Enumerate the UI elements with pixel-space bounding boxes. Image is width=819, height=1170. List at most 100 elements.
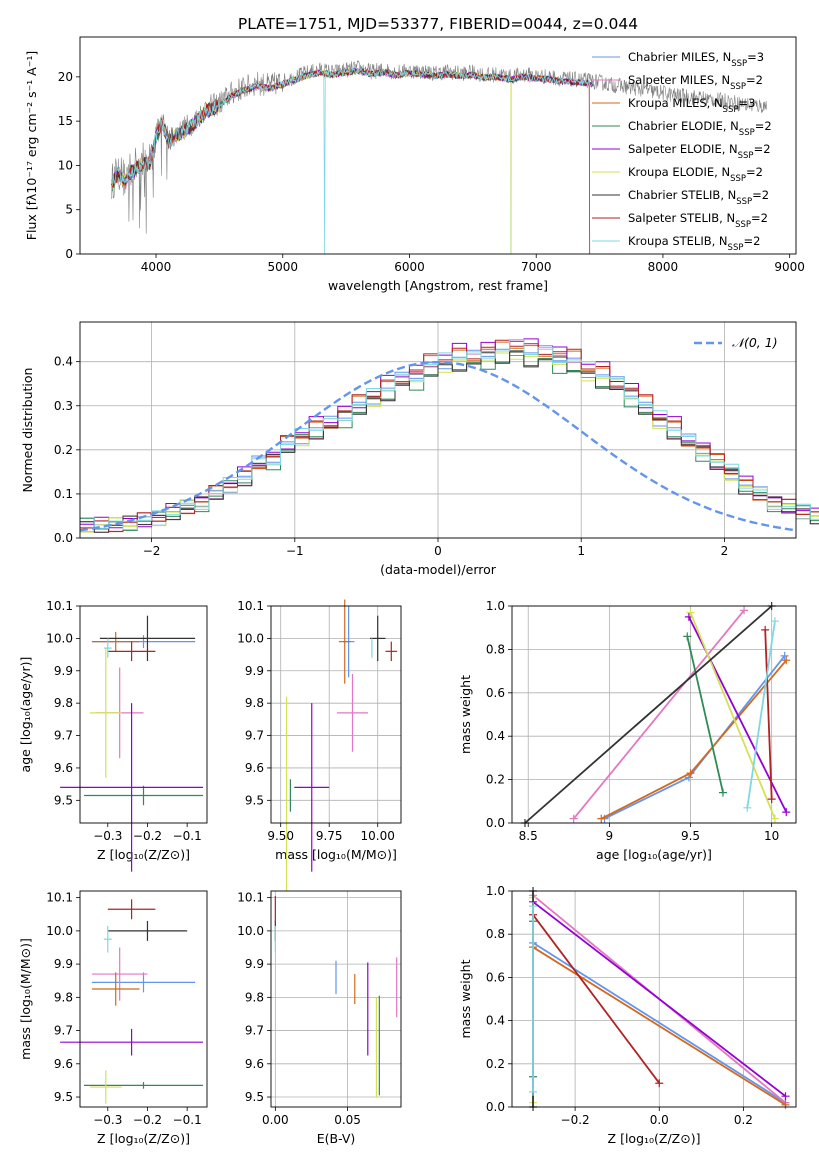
y-tick-label: 0.0 bbox=[486, 1100, 505, 1114]
legend-label: Salpeter ELODIE, NSSP=2 bbox=[628, 142, 771, 161]
y-tick-label: 10.0 bbox=[46, 924, 73, 938]
y-tick-label: 9.8 bbox=[245, 990, 264, 1004]
massweight-z-axes: −0.2 0.0 0.2 0.0 0.2 0.4 0.6 0.8 1.0 Z [log₁₀(Z/Z… bbox=[458, 884, 797, 1146]
age-mass-points bbox=[285, 599, 398, 892]
legend-label: Chabrier ELODIE, NSSP=2 bbox=[628, 119, 772, 138]
x-tick-label: −0.2 bbox=[561, 1113, 590, 1127]
y-tick-label: 10.1 bbox=[237, 599, 264, 613]
mass-ebv-frame bbox=[270, 890, 402, 1108]
y-tick-label: 9.6 bbox=[245, 761, 264, 775]
residuals-xlabel: (data-model)/error bbox=[380, 562, 497, 577]
x-tick-label: −0.2 bbox=[133, 829, 162, 843]
spectrum-data-line bbox=[111, 60, 767, 234]
massweight-marker bbox=[743, 803, 752, 812]
massweight-line bbox=[532, 946, 786, 1106]
legend-label: Chabrier MILES, NSSP=3 bbox=[628, 50, 764, 69]
y-tick-label: 0.2 bbox=[486, 773, 505, 787]
x-tick-label: 0.05 bbox=[334, 1113, 361, 1127]
x-tick-label: 10.00 bbox=[361, 829, 395, 843]
y-tick-label: 0.2 bbox=[54, 443, 73, 457]
mass-ebv-axes: 0.00 0.05 9.5 9.6 9.7 9.8 9.9 10.0 10.1 E(B-V) bbox=[237, 890, 402, 1146]
massweight-line bbox=[532, 914, 661, 1084]
y-tick-label: 9.6 bbox=[245, 1057, 264, 1071]
massweight-line bbox=[532, 901, 787, 1097]
massweight-marker bbox=[781, 1100, 790, 1109]
y-tick-label: 0.3 bbox=[54, 399, 73, 413]
y-tick-label: 9.8 bbox=[54, 990, 73, 1004]
massweight-marker bbox=[686, 608, 695, 617]
massweight-age-lines bbox=[520, 602, 791, 827]
legend-label: Chabrier STELIB, NSSP=2 bbox=[628, 188, 769, 207]
y-tick-label: 9.5 bbox=[245, 1090, 264, 1104]
age-z-points bbox=[60, 615, 204, 872]
mass-z-xlabel: Z [log₁₀(Z/Z⊙)] bbox=[97, 1131, 190, 1146]
figure-title: PLATE=1751, MJD=53377, FIBERID=0044, z=0… bbox=[238, 15, 638, 33]
y-tick-label: 0.1 bbox=[54, 487, 73, 501]
spectrum-frame bbox=[79, 36, 797, 255]
massweight-age-frame bbox=[511, 605, 797, 824]
normal-reference-curve bbox=[79, 360, 797, 532]
y-tick-label: 0.4 bbox=[486, 729, 505, 743]
spectrum-legend: Chabrier MILES, NSSP=3 Salpeter MILES, NS… bbox=[592, 50, 772, 253]
x-tick-label: −2 bbox=[143, 544, 161, 558]
residuals-axes: −2 −1 0 1 2 0.0 0.1 0.2 0.3 0.4 (data-model)/error… bbox=[20, 321, 819, 577]
y-tick-label: 9.6 bbox=[54, 1057, 73, 1071]
legend-label: Salpeter STELIB, NSSP=2 bbox=[628, 211, 768, 230]
y-tick-label: 1.0 bbox=[486, 599, 505, 613]
massweight-line bbox=[524, 605, 773, 824]
legend-label: Kroupa STELIB, NSSP=2 bbox=[628, 234, 760, 253]
massweight-line bbox=[573, 609, 745, 820]
mass-z-frame bbox=[79, 890, 208, 1108]
x-tick-label: 0.2 bbox=[734, 1113, 753, 1127]
age-z-xlabel: Z [log₁₀(Z/Z⊙)] bbox=[97, 847, 190, 862]
y-tick-label: 0.4 bbox=[486, 1014, 505, 1028]
massweight-marker bbox=[683, 632, 692, 641]
massweight-age-ylabel: mass weight bbox=[458, 675, 473, 754]
y-tick-label: 9.7 bbox=[54, 729, 73, 743]
x-tick-label: 6000 bbox=[394, 260, 425, 274]
massweight-marker bbox=[770, 814, 779, 823]
massweight-marker bbox=[529, 902, 538, 911]
massweight-marker bbox=[686, 769, 695, 778]
massweight-marker bbox=[597, 814, 606, 823]
y-tick-label: 20 bbox=[58, 70, 73, 84]
legend-label: Salpeter MILES, NSSP=2 bbox=[628, 73, 763, 92]
spectrum-axes: 4000 5000 6000 7000 8000 9000 0 5 10 15 20 waveleng… bbox=[24, 36, 805, 293]
y-tick-label: 9.9 bbox=[245, 664, 264, 678]
massweight-z-lines bbox=[529, 887, 790, 1111]
x-tick-label: 9 bbox=[606, 829, 614, 843]
legend-label: Kroupa MILES, NSSP=3 bbox=[628, 96, 755, 115]
x-tick-label: −0.3 bbox=[93, 1113, 122, 1127]
age-z-ylabel: age [log₁₀(age/yr)] bbox=[18, 657, 33, 773]
y-tick-label: 9.9 bbox=[54, 957, 73, 971]
massweight-marker bbox=[740, 606, 749, 615]
y-tick-label: 9.5 bbox=[54, 793, 73, 807]
x-tick-label: 0.0 bbox=[650, 1113, 669, 1127]
age-z-axes: −0.3 −0.2 −0.1 9.5 9.6 9.7 9.8 9.9 10.0 10.1 Z [lo… bbox=[18, 599, 208, 872]
y-tick-label: 9.5 bbox=[54, 1090, 73, 1104]
y-tick-label: 0.6 bbox=[486, 686, 505, 700]
y-tick-label: 9.7 bbox=[245, 729, 264, 743]
y-tick-label: 0 bbox=[65, 247, 73, 261]
legend-label: 𝒩(0, 1) bbox=[732, 335, 778, 350]
x-tick-label: 10 bbox=[764, 829, 779, 843]
y-tick-label: 0.4 bbox=[54, 355, 73, 369]
massweight-marker bbox=[782, 808, 791, 817]
massweight-line bbox=[686, 636, 724, 793]
age-mass-xlabel: mass [log₁₀(M/M⊙)] bbox=[275, 847, 397, 862]
y-tick-label: 9.9 bbox=[245, 957, 264, 971]
y-tick-label: 0.8 bbox=[486, 642, 505, 656]
mass-z-points bbox=[60, 899, 204, 1104]
age-z-frame bbox=[79, 605, 208, 824]
x-tick-label: −1 bbox=[286, 544, 304, 558]
y-tick-label: 10 bbox=[58, 158, 73, 172]
x-tick-label: 9000 bbox=[774, 260, 805, 274]
spectrum-xlabel: wavelength [Angstrom, rest frame] bbox=[328, 278, 548, 293]
massweight-line bbox=[764, 629, 773, 800]
y-tick-label: 1.0 bbox=[486, 884, 505, 898]
y-tick-label: 10.0 bbox=[46, 631, 73, 645]
mass-z-ylabel: mass [log₁₀(M/M⊙)] bbox=[18, 938, 33, 1060]
y-tick-label: 10.1 bbox=[46, 599, 73, 613]
spectrum-lines bbox=[111, 60, 767, 254]
